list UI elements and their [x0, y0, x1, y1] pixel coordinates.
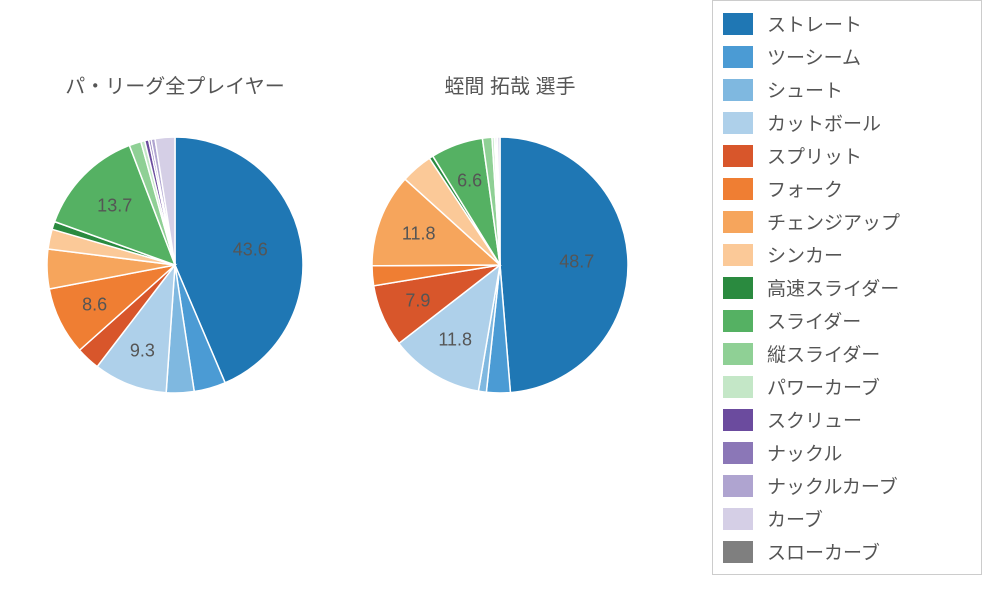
pie-slice-knuckle: [149, 139, 175, 265]
pie-slice-fork: [49, 265, 175, 350]
pie-slice-shoot: [478, 265, 500, 392]
pie-slice-screw: [494, 137, 500, 265]
pie-label-cutball: 9.3: [130, 341, 155, 362]
legend-label-screw: スクリュー: [767, 406, 862, 433]
pie-slice-kcurve: [496, 137, 500, 265]
legend-item-curve: カーブ: [723, 502, 971, 535]
legend-label-slowcurve: スローカーブ: [767, 538, 880, 565]
legend-label-vslider: 縦スライダー: [767, 340, 880, 367]
legend-swatch-slider: [723, 310, 753, 332]
legend-label-kcurve: ナックルカーブ: [767, 472, 898, 499]
pie-slice-twoseam: [175, 265, 225, 392]
legend-item-twoseam: ツーシーム: [723, 40, 971, 73]
pie-label-fork: 8.6: [82, 294, 107, 315]
legend-label-slider: スライダー: [767, 307, 861, 334]
pie-slice-vslider: [482, 137, 500, 265]
legend-item-fastslider: 高速スライダー: [723, 271, 971, 304]
legend-label-sinker: シンカー: [767, 241, 843, 268]
pie-slice-powercurve: [141, 141, 175, 265]
pie-slice-shoot: [166, 265, 194, 393]
legend-swatch-knuckle: [723, 442, 753, 464]
legend-label-straight: ストレート: [767, 10, 862, 37]
legend-item-cutball: カットボール: [723, 106, 971, 139]
pie-slice-kcurve: [151, 139, 175, 265]
legend-swatch-powercurve: [723, 376, 753, 398]
pie-label-straight: 43.6: [233, 239, 268, 260]
legend-swatch-changeup: [723, 211, 753, 233]
pie-label-straight: 48.7: [559, 251, 594, 272]
legend-swatch-split: [723, 145, 753, 167]
pie-slice-twoseam: [486, 265, 510, 393]
chart1-title: パ・リーグ全プレイヤー: [35, 70, 315, 99]
pie-slice-sinker: [48, 229, 175, 265]
pie-label-slider: 6.6: [457, 170, 482, 191]
legend-item-fork: フォーク: [723, 172, 971, 205]
legend-item-powercurve: パワーカーブ: [723, 370, 971, 403]
pie-label-slider: 13.7: [97, 195, 132, 216]
legend-item-shoot: シュート: [723, 73, 971, 106]
pie-slice-changeup: [372, 179, 500, 266]
legend-swatch-straight: [723, 13, 753, 35]
legend-swatch-fastslider: [723, 277, 753, 299]
legend-label-knuckle: ナックル: [767, 439, 842, 466]
legend-item-screw: スクリュー: [723, 403, 971, 436]
pie-slice-curve: [155, 137, 175, 265]
legend-swatch-vslider: [723, 343, 753, 365]
pie-slice-slider: [433, 138, 500, 265]
legend-item-vslider: 縦スライダー: [723, 337, 971, 370]
pie-slice-split: [80, 265, 175, 367]
legend-swatch-screw: [723, 409, 753, 431]
pie-label-changeup: 11.8: [402, 223, 436, 244]
legend-label-powercurve: パワーカーブ: [767, 373, 880, 400]
legend-swatch-sinker: [723, 244, 753, 266]
legend-swatch-kcurve: [723, 475, 753, 497]
pie-slice-powercurve: [492, 137, 500, 265]
legend-label-shoot: シュート: [767, 76, 843, 103]
legend-item-knuckle: ナックル: [723, 436, 971, 469]
legend-item-changeup: チェンジアップ: [723, 205, 971, 238]
legend-item-straight: ストレート: [723, 7, 971, 40]
pie-slice-split: [374, 265, 500, 343]
legend-item-kcurve: ナックルカーブ: [723, 469, 971, 502]
pie-slice-curve: [498, 137, 500, 265]
pie-slice-screw: [145, 140, 175, 265]
legend-swatch-shoot: [723, 79, 753, 101]
legend: ストレートツーシームシュートカットボールスプリットフォークチェンジアップシンカー…: [712, 0, 982, 575]
pie-slice-cutball: [97, 265, 175, 393]
pie-label-split: 7.9: [405, 290, 430, 311]
legend-swatch-slowcurve: [723, 541, 753, 563]
pie-slice-sinker: [405, 158, 500, 265]
legend-swatch-twoseam: [723, 46, 753, 68]
legend-label-curve: カーブ: [767, 505, 823, 532]
legend-item-split: スプリット: [723, 139, 971, 172]
pie-slice-changeup: [47, 249, 175, 289]
legend-label-fastslider: 高速スライダー: [767, 274, 899, 301]
legend-label-fork: フォーク: [767, 175, 843, 202]
pie-slice-fork: [372, 265, 500, 286]
legend-label-split: スプリット: [767, 142, 862, 169]
pie-slice-cutball: [399, 265, 500, 391]
chart2-title: 蛭間 拓哉 選手: [370, 70, 650, 99]
legend-item-slowcurve: スローカーブ: [723, 535, 971, 568]
pie-slice-fastslider: [52, 222, 175, 265]
legend-label-cutball: カットボール: [767, 109, 881, 136]
legend-swatch-curve: [723, 508, 753, 530]
legend-swatch-cutball: [723, 112, 753, 134]
legend-label-changeup: チェンジアップ: [767, 208, 900, 235]
pie-label-cutball: 11.8: [438, 329, 472, 350]
pie-slice-vslider: [129, 142, 175, 265]
legend-label-twoseam: ツーシーム: [767, 43, 861, 70]
legend-swatch-fork: [723, 178, 753, 200]
legend-item-slider: スライダー: [723, 304, 971, 337]
figure-container: パ・リーグ全プレイヤー 43.6 9.3 8.6 13.7 蛭間 拓哉 選手 48.7…: [0, 0, 1000, 600]
legend-item-sinker: シンカー: [723, 238, 971, 271]
